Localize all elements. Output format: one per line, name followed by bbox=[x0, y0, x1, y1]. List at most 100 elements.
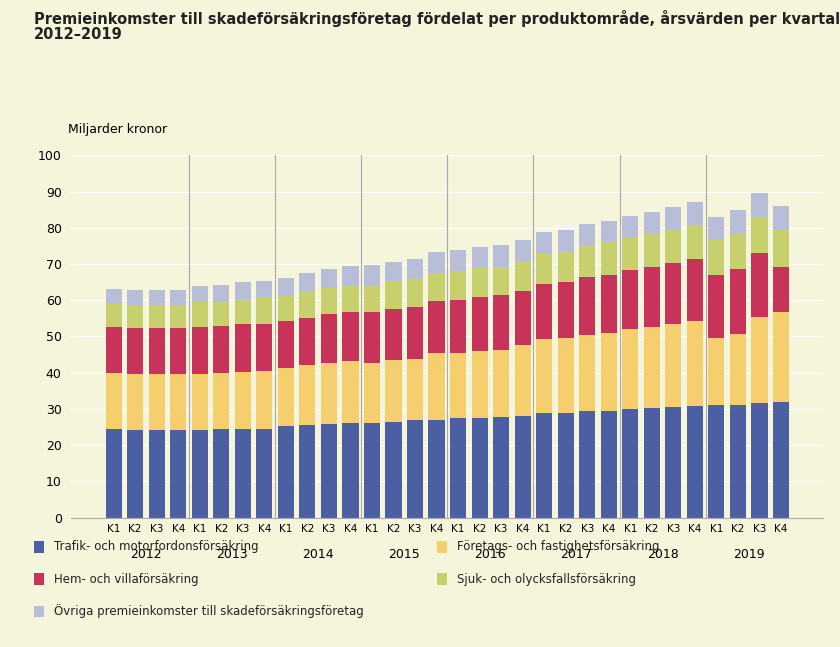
Text: 2014: 2014 bbox=[302, 548, 334, 561]
Text: 2012: 2012 bbox=[130, 548, 162, 561]
Bar bbox=[321, 424, 337, 518]
Bar bbox=[558, 230, 574, 251]
Bar bbox=[751, 253, 768, 316]
Bar bbox=[536, 232, 552, 253]
Bar bbox=[751, 193, 768, 217]
Bar bbox=[106, 304, 122, 327]
Bar bbox=[364, 312, 380, 363]
Bar bbox=[364, 363, 380, 422]
Bar bbox=[665, 324, 681, 407]
Bar bbox=[773, 402, 789, 518]
Bar bbox=[428, 353, 444, 421]
Bar bbox=[708, 241, 724, 275]
Bar bbox=[708, 338, 724, 405]
Bar bbox=[192, 286, 207, 302]
Bar bbox=[149, 305, 165, 329]
Bar bbox=[558, 251, 574, 282]
Bar bbox=[601, 221, 617, 242]
Bar bbox=[471, 269, 488, 298]
Bar bbox=[278, 278, 294, 296]
Bar bbox=[278, 426, 294, 518]
Bar bbox=[665, 263, 681, 324]
Bar bbox=[579, 411, 596, 518]
Bar bbox=[773, 267, 789, 312]
Bar bbox=[558, 282, 574, 338]
Bar bbox=[213, 429, 229, 518]
Bar bbox=[471, 351, 488, 418]
Text: 2017: 2017 bbox=[560, 548, 592, 561]
Bar bbox=[343, 312, 359, 361]
Bar bbox=[364, 265, 380, 285]
Bar bbox=[321, 287, 337, 314]
Bar bbox=[192, 327, 207, 374]
Bar bbox=[364, 285, 380, 312]
Bar bbox=[687, 225, 703, 259]
Bar bbox=[515, 239, 531, 261]
Bar bbox=[493, 350, 509, 417]
Bar bbox=[450, 418, 466, 518]
Bar bbox=[536, 284, 552, 339]
Text: 2012–2019: 2012–2019 bbox=[34, 27, 123, 42]
Text: 2013: 2013 bbox=[216, 548, 248, 561]
Bar bbox=[471, 298, 488, 351]
Bar bbox=[471, 247, 488, 269]
Bar bbox=[149, 290, 165, 305]
Bar bbox=[515, 261, 531, 291]
Bar bbox=[730, 210, 746, 234]
Bar bbox=[471, 418, 488, 518]
Bar bbox=[558, 413, 574, 518]
Bar bbox=[407, 280, 423, 307]
Bar bbox=[643, 327, 660, 408]
Text: Miljarder kronor: Miljarder kronor bbox=[68, 123, 167, 136]
Bar bbox=[407, 359, 423, 421]
Bar bbox=[149, 430, 165, 518]
Bar bbox=[643, 408, 660, 518]
Bar bbox=[386, 262, 402, 282]
Bar bbox=[450, 250, 466, 271]
Bar bbox=[321, 269, 337, 287]
Bar bbox=[213, 373, 229, 429]
Text: Övriga premieinkomster till skadeförsäkringsföretag: Övriga premieinkomster till skadeförsäkr… bbox=[54, 604, 364, 619]
Bar bbox=[407, 307, 423, 359]
Bar bbox=[343, 266, 359, 285]
Bar bbox=[622, 238, 638, 270]
Bar bbox=[234, 325, 251, 371]
Bar bbox=[299, 274, 316, 292]
Bar bbox=[643, 267, 660, 327]
Bar bbox=[299, 425, 316, 518]
Bar bbox=[343, 285, 359, 312]
Bar bbox=[687, 321, 703, 406]
Bar bbox=[386, 309, 402, 360]
Bar bbox=[643, 234, 660, 267]
Bar bbox=[213, 301, 229, 326]
Text: 2016: 2016 bbox=[475, 548, 507, 561]
Bar bbox=[493, 296, 509, 350]
Bar bbox=[171, 305, 186, 329]
Bar bbox=[751, 404, 768, 518]
Bar bbox=[730, 404, 746, 518]
Bar bbox=[171, 329, 186, 374]
Bar bbox=[428, 301, 444, 353]
Bar bbox=[730, 234, 746, 269]
Text: Trafik- och motorfordonsförsäkring: Trafik- och motorfordonsförsäkring bbox=[54, 540, 259, 553]
Bar bbox=[622, 216, 638, 238]
Bar bbox=[665, 407, 681, 518]
Bar bbox=[213, 326, 229, 373]
Bar bbox=[127, 430, 144, 518]
Text: 2018: 2018 bbox=[647, 548, 679, 561]
Bar bbox=[321, 362, 337, 424]
Bar bbox=[493, 245, 509, 267]
Bar bbox=[665, 230, 681, 263]
Bar bbox=[234, 371, 251, 429]
Bar bbox=[730, 269, 746, 334]
Bar bbox=[708, 217, 724, 241]
Bar bbox=[536, 339, 552, 413]
Bar bbox=[515, 345, 531, 416]
Bar bbox=[278, 368, 294, 426]
Bar bbox=[234, 299, 251, 325]
Bar bbox=[622, 270, 638, 329]
Bar bbox=[579, 334, 596, 411]
Bar bbox=[579, 245, 596, 278]
Bar bbox=[536, 413, 552, 518]
Bar bbox=[192, 374, 207, 430]
